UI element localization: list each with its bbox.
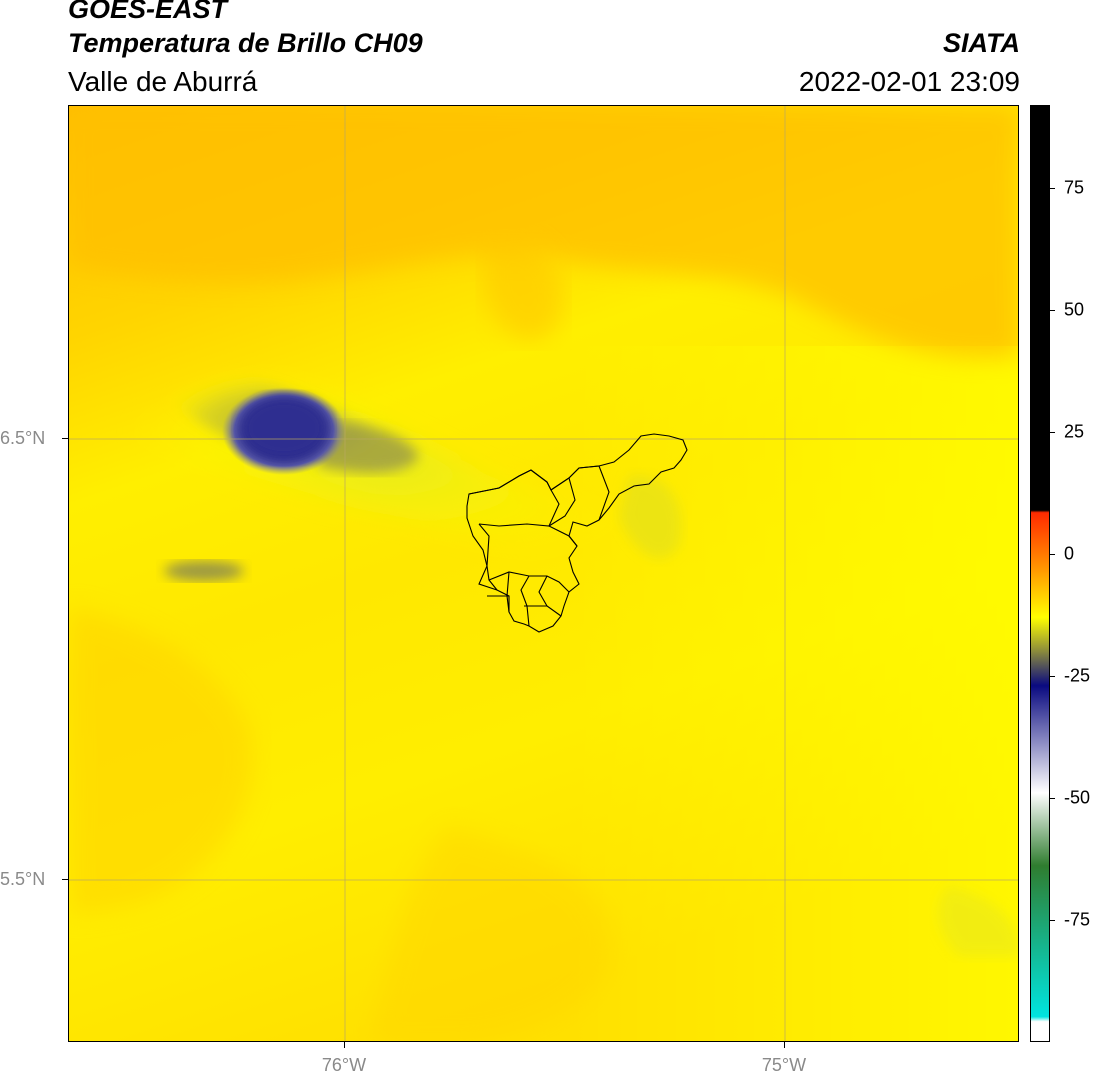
lon-label-76w: 76°W bbox=[321, 1055, 367, 1075]
colorbar-tick-label: -50 bbox=[1064, 787, 1091, 808]
colorbar-tick-label: 50 bbox=[1064, 299, 1085, 320]
tick-lon-75w bbox=[784, 1042, 785, 1048]
colorbar-tick-mark bbox=[1049, 187, 1055, 189]
colorbar-tick-label: -75 bbox=[1064, 909, 1091, 930]
warm-patch bbox=[483, 234, 564, 341]
warm-zone-north bbox=[69, 106, 1018, 358]
colorbar-tick-label: 25 bbox=[1064, 421, 1085, 442]
colorbar-tick-mark bbox=[1049, 919, 1055, 921]
colorbar-tick-label: -25 bbox=[1064, 665, 1091, 686]
colorbar-tick-mark bbox=[1049, 675, 1055, 677]
small-cloud-patch bbox=[164, 561, 244, 581]
tick-lat-6-5n bbox=[62, 438, 68, 439]
product-title: Temperatura de Brillo CH09 bbox=[68, 28, 423, 58]
map-canvas bbox=[69, 106, 1018, 1041]
lon-label-75w: 75°W bbox=[761, 1055, 807, 1075]
light-cloud-east bbox=[619, 475, 682, 559]
colorbar-tick-mark bbox=[1049, 431, 1055, 433]
datetime-label: 2022-02-01 23:09 bbox=[798, 66, 1020, 97]
lat-label-5-5n: 5.5°N bbox=[0, 869, 46, 889]
colorbar-tick-label: 0 bbox=[1064, 543, 1075, 564]
map-panel[interactable] bbox=[68, 105, 1019, 1042]
cloud-core-center bbox=[240, 396, 328, 460]
colorbar-tick-label: 75 bbox=[1064, 177, 1085, 198]
organization-title: SIATA bbox=[943, 28, 1020, 58]
colorbar-tick-mark bbox=[1049, 553, 1055, 555]
colorbar bbox=[1030, 105, 1050, 1042]
tick-lon-76w bbox=[344, 1042, 345, 1048]
lat-label-6-5n: 6.5°N bbox=[0, 428, 46, 448]
municipality-boundaries bbox=[466, 433, 688, 633]
region-subtitle: Valle de Aburrá bbox=[68, 66, 258, 97]
light-cloud-southeast bbox=[938, 886, 1018, 956]
tick-lat-5-5n bbox=[62, 879, 68, 880]
warm-zone-southwest bbox=[69, 606, 253, 916]
colorbar-tick-mark bbox=[1049, 309, 1055, 311]
satellite-title: GOES-EAST bbox=[68, 0, 228, 24]
colorbar-tick-mark bbox=[1049, 797, 1055, 799]
